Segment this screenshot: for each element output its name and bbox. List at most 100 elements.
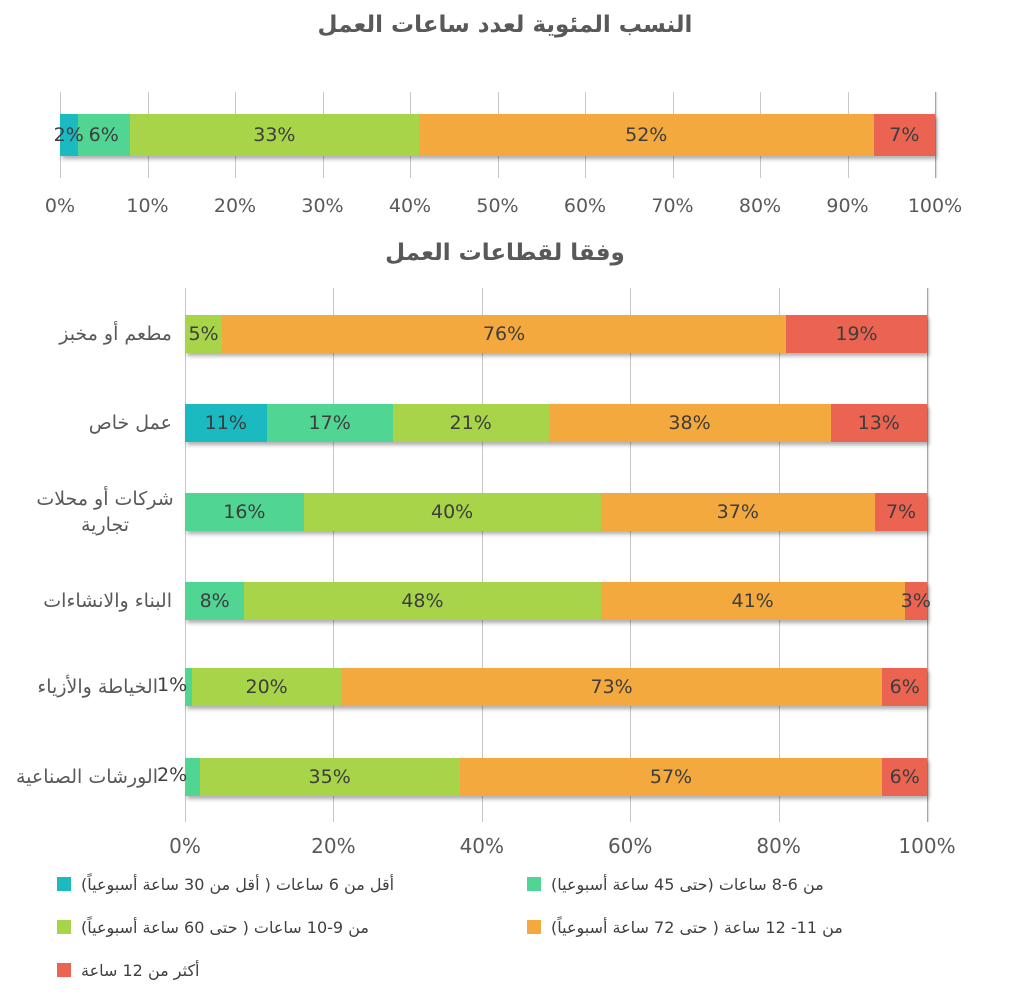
- category-label: عمل خاص: [88, 412, 172, 434]
- segment-value-label: 16%: [223, 501, 266, 523]
- legend-label: أكثر من 12 ساعة: [81, 960, 200, 980]
- bar-segment-yellow_green: 40%: [303, 493, 601, 531]
- legend-swatch-teal: [57, 877, 71, 891]
- bar-segment-yellow_green: 21%: [392, 404, 549, 442]
- segment-value-label-outside: 1%: [157, 674, 188, 696]
- gridline: [481, 288, 483, 822]
- segment-value-label: 11%: [204, 412, 247, 434]
- x-axis-tick-label: 30%: [301, 195, 344, 217]
- category-label: شركات أو محلات تجارية: [36, 488, 174, 536]
- x-axis-tick-label: 100%: [898, 834, 956, 858]
- bar-segment-red: 6%: [882, 758, 927, 796]
- x-axis-tick-label: 20%: [213, 195, 257, 217]
- bar-segment-red: 19%: [786, 315, 927, 353]
- bar-segment-mint: 6%: [77, 114, 130, 156]
- bottom-chart-title: وفقا لقطاعات العمل: [385, 240, 625, 266]
- segment-value-label: 17%: [308, 412, 351, 434]
- bottom-chart-plot-area: 0% 20% 40% 60% 80% 100% 5% 76% 19% 11% 17% 21% 38% 13…: [169, 288, 956, 868]
- segment-value-label: 57%: [649, 766, 693, 788]
- segment-value-label: 6%: [88, 124, 119, 146]
- segment-value-label: 8%: [199, 590, 230, 612]
- legend-swatch-mint: [527, 877, 541, 891]
- bar-segment-yellow_green: 33%: [130, 114, 419, 156]
- category-label: الورشات الصناعية: [15, 766, 158, 788]
- bar-segment-yellow_green: 5%: [185, 315, 223, 353]
- legend-swatch-yellow_green: [57, 920, 71, 934]
- segment-value-label: 3%: [900, 590, 931, 612]
- x-axis-tick-label: 0%: [169, 834, 201, 858]
- legend-label: من 11- 12 ساعة ( حتى 72 ساعة أسبوعياً): [551, 917, 843, 937]
- stacked-bar: 16% 40% 37% 7%: [185, 493, 927, 531]
- x-axis-tick-label: 10%: [126, 195, 169, 217]
- bar-segment-yellow_green: 20%: [192, 668, 341, 706]
- stacked-bar: 11% 17% 21% 38% 13%: [185, 404, 927, 442]
- bar-segment-orange: 41%: [600, 582, 905, 620]
- bar-segment-orange: 38%: [548, 404, 831, 442]
- segment-value-label-outside: 2%: [157, 764, 188, 786]
- segment-value-label: 2%: [53, 124, 84, 146]
- segment-value-label: 48%: [401, 590, 444, 612]
- x-axis-tick-label: 40%: [459, 834, 505, 858]
- segment-value-label: 76%: [482, 323, 526, 345]
- x-axis-tick-label: 90%: [826, 195, 869, 217]
- segment-value-label: 33%: [253, 124, 296, 146]
- x-axis-tick-label: 100%: [907, 195, 963, 217]
- legend-label: من 9-10 ساعات ( حتى 60 ساعة أسبوعياً): [81, 917, 369, 937]
- bar-segment-mint: [185, 758, 200, 796]
- legend-item: من 9-10 ساعات ( حتى 60 ساعة أسبوعياً): [57, 913, 369, 941]
- x-axis-tick-label: 40%: [388, 195, 432, 217]
- segment-value-label: 20%: [245, 676, 288, 698]
- segment-value-label: 5%: [188, 323, 219, 345]
- bar-segment-mint: 8%: [185, 582, 245, 620]
- bar-segment-red: 7%: [873, 114, 935, 156]
- bar-segment-mint: 16%: [185, 493, 304, 531]
- segment-value-label: 37%: [716, 501, 759, 523]
- gridline: [333, 288, 335, 822]
- stacked-bar: 5% 76% 19%: [185, 315, 927, 353]
- segment-value-label: 40%: [430, 501, 474, 523]
- legend-label: من 6-8 ساعات (حتى 45 ساعة أسبوعيا): [551, 874, 824, 894]
- bar-segment-red: 13%: [830, 404, 927, 442]
- legend-item: من 11- 12 ساعة ( حتى 72 ساعة أسبوعياً): [527, 913, 843, 941]
- top-chart-plot-area: 0% 10% 20% 30% 40% 50% 60% 70% 80% 90% 100% 2% 6% 33%…: [45, 92, 962, 222]
- segment-value-label: 13%: [857, 412, 900, 434]
- bar-segment-mint: 17%: [266, 404, 393, 442]
- top-chart-title: النسب المئوية لعدد ساعات العمل: [317, 12, 693, 38]
- gridline: [630, 288, 632, 822]
- legend-item: أكثر من 12 ساعة: [57, 956, 200, 984]
- segment-value-label: 38%: [668, 412, 711, 434]
- category-label: البناء والانشاءات: [43, 590, 172, 612]
- bar-segment-orange: 37%: [600, 493, 876, 531]
- x-axis-tick-label: 50%: [476, 195, 519, 217]
- segment-value-label: 6%: [889, 676, 920, 698]
- bar-segment-red: 3%: [901, 582, 931, 620]
- bar-segment-orange: 57%: [459, 758, 883, 796]
- category-label: الخياطة والأزياء: [37, 676, 158, 698]
- segment-value-label: 52%: [625, 124, 668, 146]
- bar-segment-orange: 52%: [418, 114, 874, 156]
- legend-label: أقل من 6 ساعات ( أقل من 30 ساعة أسبوعياً…: [81, 874, 395, 894]
- bar-segment-red: 6%: [882, 668, 927, 706]
- x-axis-tick-label: 80%: [756, 834, 801, 858]
- x-axis-tick-label: 70%: [651, 195, 694, 217]
- segment-value-label: 21%: [449, 412, 492, 434]
- bar-segment-teal: 11%: [185, 404, 267, 442]
- bar-segment-orange: 73%: [340, 668, 883, 706]
- x-axis-tick-label: 60%: [563, 195, 607, 217]
- bar-segment-teal: 2%: [54, 114, 84, 156]
- stacked-bar: 35% 57% 6%: [185, 758, 927, 796]
- segment-value-label: 35%: [308, 766, 351, 788]
- bar-segment-orange: 76%: [222, 315, 786, 353]
- x-axis-tick-label: 80%: [738, 195, 782, 217]
- x-axis-tick-label: 0%: [44, 195, 76, 217]
- legend-swatch-red: [57, 963, 71, 977]
- segment-value-label: 19%: [835, 323, 878, 345]
- bar-segment-red: 7%: [875, 493, 927, 531]
- segment-value-label: 6%: [889, 766, 920, 788]
- segment-value-label: 73%: [590, 676, 633, 698]
- bar-segment-yellow_green: 48%: [244, 582, 601, 620]
- bar-segment-yellow_green: 35%: [199, 758, 460, 796]
- legend-swatch-orange: [527, 920, 541, 934]
- category-label: مطعم أو مخبز: [59, 323, 172, 345]
